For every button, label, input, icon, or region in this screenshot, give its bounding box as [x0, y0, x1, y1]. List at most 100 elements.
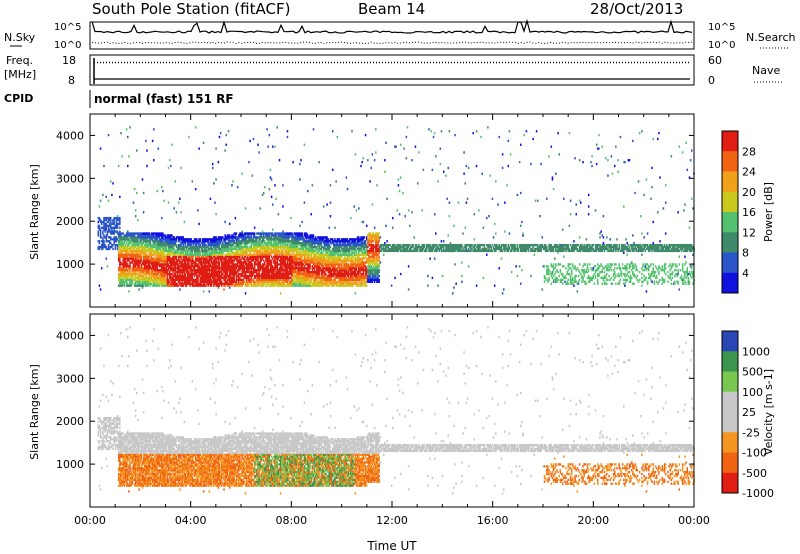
power-cell — [237, 282, 240, 285]
power-cell — [217, 259, 220, 262]
power-cell — [196, 269, 198, 272]
power-cell — [219, 238, 222, 241]
power-cell — [102, 243, 104, 247]
power-cell — [240, 234, 242, 237]
power-cell — [164, 272, 166, 276]
power-cell — [204, 269, 206, 272]
power-cell — [227, 253, 230, 256]
power-cell — [177, 245, 180, 249]
power-cell — [98, 245, 101, 249]
power-cell — [226, 234, 229, 237]
power-cell — [103, 234, 105, 237]
power-cell — [224, 149, 226, 152]
power-cell — [139, 278, 141, 282]
power-cell — [126, 249, 129, 253]
power-cell — [145, 139, 147, 143]
power-cell — [159, 243, 162, 247]
power-cell — [123, 269, 126, 272]
power-cell — [132, 240, 135, 243]
power-cell — [237, 243, 240, 247]
power-cell — [215, 245, 217, 249]
power-cell — [224, 272, 226, 276]
power-cell — [259, 284, 262, 287]
power-cell — [113, 232, 115, 235]
power-cell — [205, 274, 207, 278]
power-cell — [266, 236, 268, 239]
power-cell — [230, 280, 232, 283]
power-cell — [262, 284, 265, 287]
power-cell — [253, 263, 256, 266]
power-cell — [162, 259, 164, 262]
power-cell — [224, 220, 226, 224]
power-cell — [181, 251, 183, 255]
power-cell — [239, 259, 241, 262]
power-cell — [132, 242, 135, 245]
power-cell — [262, 255, 265, 258]
power-cell — [149, 247, 152, 251]
power-cell — [137, 270, 139, 274]
power-cell — [196, 270, 198, 274]
power-cell — [258, 255, 260, 258]
power-cell — [225, 257, 228, 260]
power-cell — [204, 272, 206, 276]
power-cell — [228, 261, 231, 264]
power-cell — [172, 270, 174, 274]
power-cell — [201, 267, 204, 270]
power-cell — [183, 272, 186, 276]
power-cell — [241, 245, 243, 249]
power-cell — [124, 245, 127, 249]
power-cell — [243, 276, 246, 280]
power-cell — [121, 282, 123, 285]
power-cell — [266, 259, 268, 262]
power-cell — [240, 278, 242, 282]
power-cell — [128, 253, 130, 256]
power-cell — [185, 278, 188, 282]
power-cell — [182, 242, 185, 245]
power-cell — [245, 274, 248, 278]
power-cell — [157, 245, 160, 249]
power-cell — [154, 267, 156, 270]
power-cell — [251, 278, 254, 282]
power-cell — [162, 247, 164, 251]
power-cell — [131, 245, 134, 249]
power-cell — [237, 247, 240, 251]
power-cell — [250, 238, 252, 241]
power-cell — [220, 247, 223, 251]
power-cell — [141, 269, 144, 272]
power-cell — [171, 259, 173, 262]
power-cell — [206, 282, 208, 285]
power-cell — [176, 263, 179, 266]
power-cell — [217, 240, 220, 243]
power-cell — [184, 263, 187, 266]
power-cell — [140, 274, 143, 278]
power-cell — [234, 280, 237, 283]
power-cell — [155, 272, 157, 276]
power-cell — [140, 265, 143, 268]
power-cell — [249, 245, 251, 249]
power-cell — [145, 265, 147, 268]
power-cell — [168, 159, 171, 162]
power-cell — [133, 284, 136, 287]
power-cell — [244, 240, 247, 243]
power-cell — [174, 249, 177, 253]
power-cell — [146, 236, 148, 239]
power-cell — [167, 278, 170, 282]
power-cell — [213, 265, 215, 268]
power-cell — [259, 232, 262, 235]
power-cell — [215, 259, 217, 262]
power-cell — [204, 253, 206, 256]
power-cell — [239, 282, 241, 285]
power-cell — [265, 257, 267, 260]
power-cell — [125, 255, 128, 258]
power-cell — [140, 267, 143, 270]
power-cell — [269, 282, 272, 285]
power-cell — [202, 267, 205, 270]
power-cell — [194, 249, 197, 253]
power-cell — [142, 259, 145, 262]
power-cell — [206, 261, 208, 264]
power-cell — [179, 272, 181, 276]
power-cell — [213, 245, 215, 249]
power-cell — [223, 267, 225, 270]
power-cell — [143, 272, 146, 276]
power-cell — [170, 261, 172, 264]
